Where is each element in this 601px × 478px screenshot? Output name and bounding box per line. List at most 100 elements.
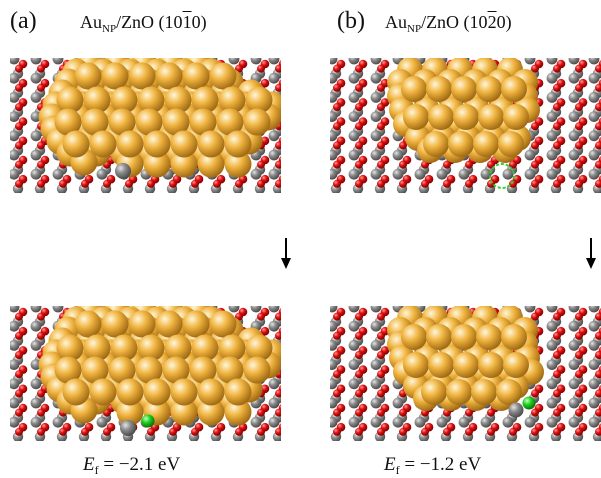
gold-atom <box>448 131 474 157</box>
zinc-atom <box>568 397 580 409</box>
oxygen-atom <box>213 179 221 188</box>
zinc-atom <box>96 416 108 428</box>
gold-atom <box>428 352 454 378</box>
zinc-atom <box>588 359 600 370</box>
gold-atom <box>401 324 427 350</box>
oxygen-atom <box>575 83 583 92</box>
oxygen-atom <box>355 64 363 73</box>
oxygen-atom <box>465 408 473 417</box>
zinc-atom <box>568 306 580 313</box>
zinc-atom <box>348 378 360 390</box>
gold-atom <box>182 310 210 338</box>
zinc-atom <box>10 340 20 351</box>
oxygen-atom <box>235 179 243 188</box>
oxygen-atom <box>15 331 23 340</box>
oxygen-atom <box>333 160 341 169</box>
panel-a-label: (a) <box>10 8 37 34</box>
gold-atom <box>155 310 183 338</box>
oxygen-atom <box>531 179 539 188</box>
oxygen-atom <box>553 408 561 417</box>
zinc-atom <box>546 416 558 428</box>
oxygen-atom <box>575 331 583 340</box>
oxygen-atom <box>37 160 45 169</box>
oxygen-atom <box>531 312 539 321</box>
oxygen-atom <box>37 331 45 340</box>
panel-a-title: AuNP/ZnO (1010) <box>80 12 207 35</box>
oxygen-atom <box>595 408 601 417</box>
zinc-atom <box>588 149 600 161</box>
oxygen-atom <box>575 370 583 379</box>
oxygen-atom <box>377 351 385 359</box>
zinc-atom <box>348 359 360 370</box>
oxygen-atom <box>553 141 561 150</box>
oxygen-atom <box>275 312 281 321</box>
oxygen-atom <box>355 351 363 359</box>
oxygen-atom <box>553 160 561 169</box>
oxygen-atom <box>553 331 561 340</box>
gold-atom <box>453 352 479 378</box>
zinc-atom <box>436 168 448 180</box>
oxygen-atom <box>15 427 23 436</box>
oxygen-atom <box>257 64 265 73</box>
zinc-atom <box>30 149 42 161</box>
oxygen-atom <box>15 103 23 111</box>
zinc-atom <box>268 130 280 142</box>
oxygen-atom <box>355 408 363 417</box>
zinc-atom <box>10 111 20 122</box>
zinc-atom <box>588 416 600 428</box>
gold-atom <box>62 130 90 158</box>
zinc-atom <box>348 111 360 122</box>
zinc-atom <box>228 306 240 313</box>
zinc-atom <box>370 340 382 351</box>
oxygen-atom <box>37 64 45 73</box>
oxygen-atom <box>355 389 363 398</box>
zinc-atom <box>370 378 382 390</box>
zinc-atom <box>568 58 580 65</box>
oxygen-atom <box>15 351 23 359</box>
oxygen-atom <box>377 408 385 417</box>
oxygen-atom <box>275 331 281 340</box>
zinc-atom <box>546 168 558 180</box>
gold-atom <box>56 334 84 362</box>
gold-atom <box>56 86 84 114</box>
gold-atom <box>473 131 499 157</box>
oxygen-atom <box>355 179 363 188</box>
gold-atom <box>451 76 477 102</box>
zinc-atom <box>330 359 338 370</box>
zinc-atom <box>250 416 262 428</box>
oxygen-atom <box>15 312 23 321</box>
oxygen-atom <box>333 312 341 321</box>
gold-atom <box>128 62 156 90</box>
oxygen-atom <box>15 370 23 379</box>
gold-atom <box>81 356 109 384</box>
oxygen-atom <box>487 179 495 188</box>
zinc-atom <box>30 416 42 428</box>
oxygen-atom <box>553 122 561 131</box>
oxygen-atom <box>487 408 495 417</box>
zinc-atom <box>568 168 580 180</box>
zinc-atom <box>268 320 280 332</box>
zinc-atom <box>96 168 108 180</box>
oxygen-atom <box>275 83 281 92</box>
oxygen-atom <box>377 427 385 436</box>
zinc-atom <box>588 340 600 351</box>
formation-energy-a: Ef = −2.1 eV <box>83 454 181 477</box>
oxygen-atom <box>575 160 583 169</box>
gold-atom <box>209 62 237 90</box>
oxygen-atom <box>377 370 385 379</box>
gold-atom <box>478 352 504 378</box>
oxygen-atom <box>377 160 385 169</box>
oxygen-atom <box>333 427 341 436</box>
oxygen-atom <box>37 427 45 436</box>
zinc-atom <box>10 168 20 180</box>
oxygen-atom <box>103 179 111 188</box>
oxygen-atom <box>575 122 583 131</box>
gold-atom <box>89 378 117 406</box>
oxygen-atom <box>531 389 539 398</box>
oxygen-atom <box>37 83 45 92</box>
zinc-atom <box>10 130 20 142</box>
gold-atom <box>101 62 129 90</box>
oxygen-atom <box>553 83 561 92</box>
zinc-atom <box>10 397 20 409</box>
gold-atom <box>170 130 198 158</box>
